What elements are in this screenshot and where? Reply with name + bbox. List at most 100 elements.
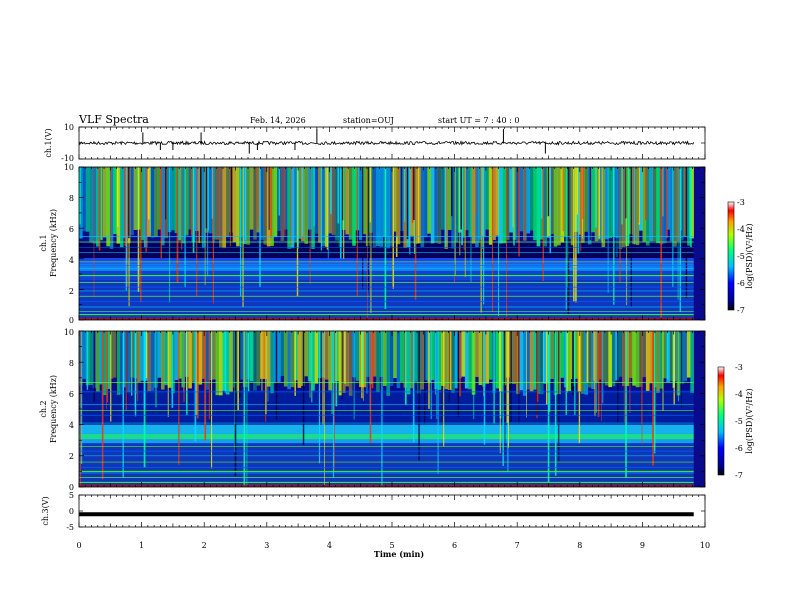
emission-column [625, 331, 630, 387]
emission-column [92, 167, 97, 244]
emission-column [164, 331, 168, 386]
emission-column [249, 331, 254, 382]
emission-column [273, 331, 278, 383]
emission-column [102, 331, 107, 396]
emission-column [372, 331, 377, 377]
time-tick-label: 3 [264, 541, 269, 550]
emission-column [550, 331, 554, 379]
emission-column [280, 167, 285, 241]
emission-column [492, 167, 496, 241]
emission-column [615, 331, 619, 381]
emission-column [102, 167, 107, 238]
emission-column [574, 331, 578, 379]
emission-column [137, 331, 141, 382]
emission-column [287, 167, 291, 249]
ch1-spectrogram-panel: 0 2 4 6 8 10 ch.1 Frequency (kHz) [39, 163, 706, 325]
emission-column [362, 331, 367, 388]
emission-column [475, 167, 479, 248]
emission-column [109, 331, 114, 379]
emission-column [365, 331, 370, 377]
time-tick-label: 4 [327, 541, 332, 550]
emission-column [447, 331, 452, 390]
emission-column [420, 167, 425, 247]
emission-column [379, 167, 384, 247]
emission-column [297, 167, 302, 239]
emission-column [468, 167, 472, 237]
ch1-spec-ytick-6: 6 [69, 225, 74, 234]
emission-column [311, 331, 315, 391]
emission-column [362, 167, 367, 235]
emission-column [608, 331, 612, 388]
emission-column [205, 167, 209, 233]
emission-column [338, 331, 343, 396]
emission-column [622, 331, 626, 387]
emission-column [400, 331, 404, 382]
emission-column [437, 167, 442, 244]
emission-column [147, 331, 151, 392]
emission-column [113, 167, 117, 235]
emission-column [290, 331, 295, 388]
emission-column [307, 167, 312, 230]
emission-column [294, 167, 298, 242]
ch1-waveform-ticks [78, 126, 706, 160]
emission-column [157, 331, 162, 378]
emission-column [645, 331, 650, 391]
header-station: station=OUJ [343, 116, 394, 125]
emission-column [294, 331, 298, 381]
emission-column [454, 331, 459, 389]
emission-column [359, 331, 363, 388]
emission-column [253, 331, 257, 391]
emission-column [461, 331, 466, 377]
emission-column [318, 167, 322, 243]
emission-column [324, 331, 329, 380]
time-tick-label: 9 [640, 541, 645, 550]
emission-column [553, 167, 558, 247]
emission-column [154, 167, 158, 237]
ch2-spectrogram-panel: 0 2 4 6 8 10 ch.2 Frequency (kHz) [39, 328, 706, 492]
emission-column [331, 167, 336, 236]
time-axis-label: Time (min) [374, 549, 424, 559]
emission-column [178, 331, 182, 379]
emission-column [488, 167, 493, 245]
emission-column [584, 167, 589, 232]
emission-column [324, 167, 329, 247]
emission-column [273, 167, 278, 237]
emission-column [512, 331, 517, 384]
emission-column [389, 167, 394, 247]
ch1-ytick-top: 10 [64, 123, 74, 132]
ch1-ytick-bottom: -10 [61, 154, 74, 163]
emission-column [345, 331, 349, 387]
emission-column [683, 167, 688, 237]
emission-column [396, 167, 401, 245]
emission-column [348, 331, 353, 396]
emission-column [639, 167, 643, 231]
emission-column [635, 331, 640, 388]
emission-column [662, 331, 667, 379]
emission-column [246, 167, 250, 245]
ch2-spectrogram-heatmap [78, 331, 694, 487]
emission-column [116, 331, 121, 395]
emission-column [119, 331, 124, 395]
emission-column [160, 331, 165, 390]
ch3-waveform-ylabel: ch.3(V) [41, 496, 50, 525]
emission-column [451, 331, 455, 393]
emission-column [434, 331, 438, 390]
emission-column [201, 167, 206, 249]
ch2-spec-ytick-6: 6 [69, 390, 74, 399]
emission-column [587, 167, 592, 245]
emission-column [304, 331, 309, 377]
emission-column [113, 331, 117, 378]
time-tick-label: 10 [700, 541, 710, 550]
emission-column [522, 167, 527, 241]
emission-column [632, 331, 636, 386]
emission-column [359, 167, 363, 241]
emission-column [451, 167, 455, 249]
time-tick-label: 1 [139, 541, 144, 550]
emission-column [430, 331, 435, 380]
emission-column [447, 167, 452, 231]
emission-column [601, 167, 606, 248]
emission-column [519, 167, 524, 232]
emission-column [167, 331, 172, 388]
emission-column [686, 331, 691, 378]
cb1-tick-m4: -4 [737, 225, 745, 234]
